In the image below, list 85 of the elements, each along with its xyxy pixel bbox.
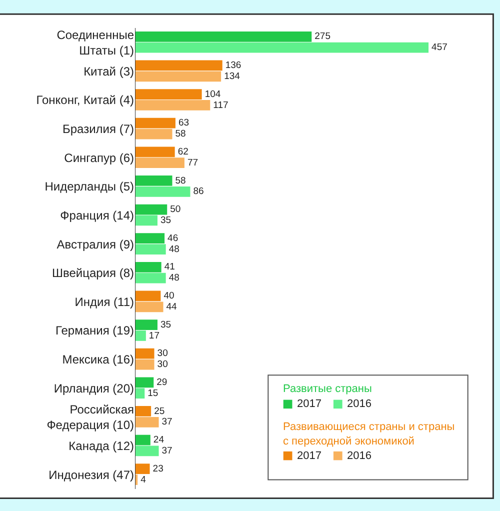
bar <box>135 186 190 197</box>
data-label: 58 <box>175 128 186 140</box>
data-label: 40 <box>164 290 174 302</box>
y-tick-label: Ирландия (20) <box>54 381 134 396</box>
data-label: 30 <box>157 348 168 360</box>
data-label: 136 <box>225 60 242 72</box>
data-label: 29 <box>156 376 168 388</box>
bar <box>135 89 202 100</box>
bar <box>135 233 165 244</box>
legend-label: 2017 <box>297 450 322 462</box>
bar <box>135 290 161 302</box>
bar <box>135 406 152 416</box>
data-label: 275 <box>314 31 330 42</box>
y-tick-label: Индия (11) <box>74 294 134 309</box>
data-label: 134 <box>224 70 240 82</box>
data-label: 44 <box>166 301 177 312</box>
y-tick-label: Гонконг, Китай (4) <box>36 93 134 108</box>
data-label: 77 <box>187 157 198 168</box>
bar <box>135 118 176 128</box>
y-tick-label: Швейцария (8) <box>52 266 134 280</box>
bar <box>135 128 172 140</box>
data-label: 17 <box>148 330 160 342</box>
data-label: 104 <box>204 88 221 100</box>
data-label: 63 <box>178 118 190 129</box>
y-tick-label: Бразилия (7) <box>62 122 134 136</box>
data-label: 50 <box>170 204 181 216</box>
bar <box>135 446 159 456</box>
data-label: 4 <box>140 474 146 486</box>
data-label: 41 <box>164 262 175 273</box>
bar <box>135 146 175 158</box>
bar <box>135 42 429 53</box>
data-label: 25 <box>154 406 165 417</box>
bar <box>135 204 168 215</box>
data-label: 457 <box>432 42 448 54</box>
bar <box>135 377 154 388</box>
data-label: 24 <box>153 434 164 446</box>
data-label: 117 <box>213 100 228 111</box>
data-label: 35 <box>160 215 172 226</box>
y-tick-label: Сингапур (6) <box>64 150 134 165</box>
data-label: 86 <box>193 186 204 198</box>
bar <box>135 416 159 428</box>
data-label: 48 <box>168 244 180 255</box>
y-tick-label: Германия (19) <box>56 324 134 338</box>
bar <box>135 60 222 71</box>
y-tick-label: Нидерланды (5) <box>44 180 134 194</box>
y-tick-label: Индонезия (47) <box>48 468 134 482</box>
y-tick-label: Франция (14) <box>60 208 134 222</box>
data-label: 46 <box>168 232 178 244</box>
bar <box>135 320 158 330</box>
annotation: Развивающиеся страны и страны с переходной экономикой <box>283 421 455 448</box>
data-label: 37 <box>162 446 172 457</box>
bar <box>135 434 150 446</box>
data-label: 48 <box>168 272 180 284</box>
bar <box>135 215 158 226</box>
bar <box>135 272 166 284</box>
bar <box>135 158 184 168</box>
bar <box>135 359 154 370</box>
bar <box>135 330 146 341</box>
bar <box>135 348 154 359</box>
legend-label: 2016 <box>347 450 372 462</box>
data-label: 62 <box>178 146 188 158</box>
data-label: 23 <box>152 463 164 474</box>
bar <box>135 388 145 399</box>
y-tick-label: Российская Федерация (10) <box>46 402 134 432</box>
y-tick-label: Мексика (16) <box>62 352 134 367</box>
bar <box>135 100 210 110</box>
data-label: 35 <box>160 319 172 330</box>
y-tick-label: Соединенные Штаты (1) <box>56 28 134 58</box>
legend-label: 2017 <box>297 398 322 410</box>
data-label: 30 <box>157 359 168 370</box>
annotation: Развитые страны <box>283 383 372 395</box>
bar <box>135 244 166 254</box>
legend-label: 2016 <box>347 398 372 410</box>
data-label: 58 <box>175 175 186 186</box>
y-tick-label: Австралия (9) <box>56 237 134 252</box>
bar <box>135 176 172 186</box>
bar <box>135 31 312 42</box>
y-tick-label: Канада (12) <box>68 438 134 453</box>
data-label: 15 <box>148 388 158 399</box>
bar <box>135 464 150 474</box>
data-label: 37 <box>162 416 172 428</box>
bar <box>135 71 222 82</box>
bar <box>135 302 164 312</box>
bar <box>135 262 162 272</box>
y-tick-label: Китай (3) <box>84 64 134 78</box>
